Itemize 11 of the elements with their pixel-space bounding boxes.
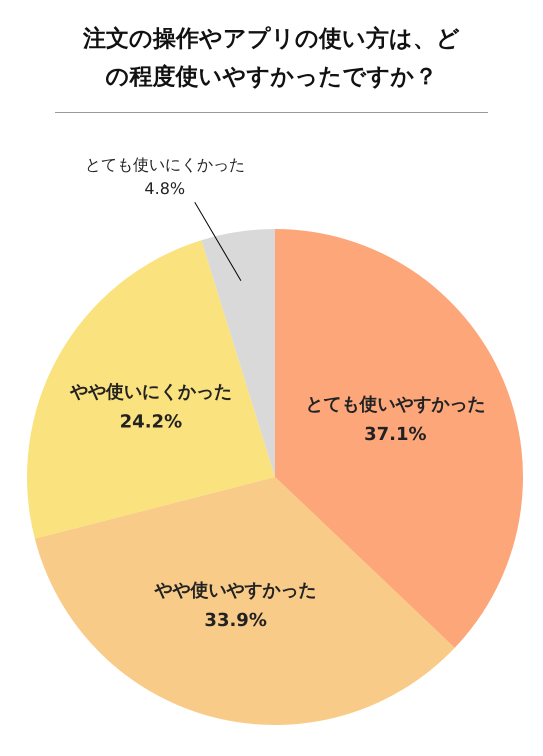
data-label: 4.8%: [144, 179, 186, 198]
data-label: 24.2%: [120, 412, 182, 433]
slice-label: やや使いやすかった: [154, 580, 317, 602]
slice-label: とても使いにくかった: [84, 155, 245, 174]
data-label: 37.1%: [364, 424, 427, 446]
chart-title: 注文の操作やアプリの使い方は、どの程度使いやすかったですか？: [82, 25, 461, 92]
slice-label: やや使いにくかった: [68, 382, 232, 403]
data-label: 33.9%: [204, 610, 267, 632]
slice-label: とても使いやすかった: [305, 394, 486, 416]
pie-slice: [34, 477, 455, 725]
pie-slice: [27, 240, 275, 539]
